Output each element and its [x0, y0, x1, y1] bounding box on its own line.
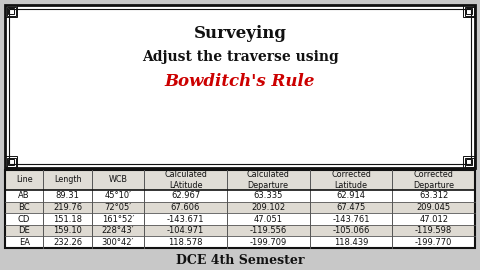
- Text: -143.671: -143.671: [167, 214, 204, 224]
- Text: 232.26: 232.26: [53, 238, 82, 247]
- Bar: [5, 213, 475, 225]
- Text: Line: Line: [16, 176, 33, 184]
- Bar: [465, 157, 473, 167]
- Text: 72°05′: 72°05′: [104, 203, 132, 212]
- Bar: [8, 8, 14, 14]
- Text: DE: DE: [18, 226, 30, 235]
- Text: 209.045: 209.045: [417, 203, 451, 212]
- Text: 219.76: 219.76: [53, 203, 82, 212]
- Text: Length: Length: [54, 176, 81, 184]
- Text: Surveying: Surveying: [193, 25, 287, 42]
- Text: 45°10′: 45°10′: [105, 191, 132, 200]
- Text: -143.761: -143.761: [332, 214, 370, 224]
- Bar: [5, 190, 475, 202]
- Text: BC: BC: [18, 203, 30, 212]
- Bar: [7, 157, 15, 167]
- Bar: [5, 5, 475, 168]
- Bar: [466, 159, 472, 165]
- Text: 89.31: 89.31: [56, 191, 80, 200]
- Text: 118.578: 118.578: [168, 238, 203, 247]
- Bar: [5, 202, 475, 213]
- Text: 300°42′: 300°42′: [102, 238, 134, 247]
- Bar: [465, 6, 473, 15]
- Text: -104.971: -104.971: [167, 226, 204, 235]
- Text: 47.051: 47.051: [254, 214, 283, 224]
- Bar: [463, 5, 475, 17]
- Text: 159.10: 159.10: [53, 226, 82, 235]
- Text: -119.598: -119.598: [415, 226, 452, 235]
- Text: 67.606: 67.606: [171, 203, 200, 212]
- Bar: [5, 5, 17, 17]
- Bar: [5, 237, 475, 248]
- Text: -119.556: -119.556: [250, 226, 287, 235]
- Bar: [466, 8, 472, 14]
- Bar: [9, 9, 471, 164]
- Bar: [5, 170, 475, 190]
- Bar: [5, 225, 475, 237]
- Bar: [5, 170, 475, 248]
- Text: CD: CD: [18, 214, 30, 224]
- Bar: [463, 156, 475, 168]
- Bar: [7, 6, 15, 15]
- Text: 63.312: 63.312: [419, 191, 448, 200]
- Text: Calculated
Departure: Calculated Departure: [247, 170, 289, 190]
- Text: 151.18: 151.18: [53, 214, 82, 224]
- Text: 209.102: 209.102: [251, 203, 285, 212]
- Text: 47.012: 47.012: [419, 214, 448, 224]
- Text: 67.475: 67.475: [336, 203, 366, 212]
- Bar: [5, 170, 475, 248]
- Text: Corrected
Departure: Corrected Departure: [413, 170, 454, 190]
- Text: WCB: WCB: [108, 176, 128, 184]
- Text: -199.709: -199.709: [250, 238, 287, 247]
- Text: DCE 4th Semester: DCE 4th Semester: [176, 254, 304, 266]
- Text: 62.967: 62.967: [171, 191, 200, 200]
- Text: EA: EA: [19, 238, 30, 247]
- Text: 63.335: 63.335: [253, 191, 283, 200]
- Text: 62.914: 62.914: [336, 191, 365, 200]
- Text: AB: AB: [18, 191, 30, 200]
- Bar: [5, 156, 17, 168]
- Text: Adjust the traverse using: Adjust the traverse using: [142, 50, 338, 64]
- Text: Corrected
Latitude: Corrected Latitude: [331, 170, 371, 190]
- Text: 228°43′: 228°43′: [102, 226, 134, 235]
- Text: Calculated
LAtitude: Calculated LAtitude: [164, 170, 207, 190]
- Text: Bowditch's Rule: Bowditch's Rule: [165, 73, 315, 89]
- Text: -105.066: -105.066: [332, 226, 370, 235]
- Bar: [5, 5, 475, 168]
- Text: -199.770: -199.770: [415, 238, 452, 247]
- Text: 118.439: 118.439: [334, 238, 368, 247]
- Bar: [8, 159, 14, 165]
- Text: 161°52′: 161°52′: [102, 214, 134, 224]
